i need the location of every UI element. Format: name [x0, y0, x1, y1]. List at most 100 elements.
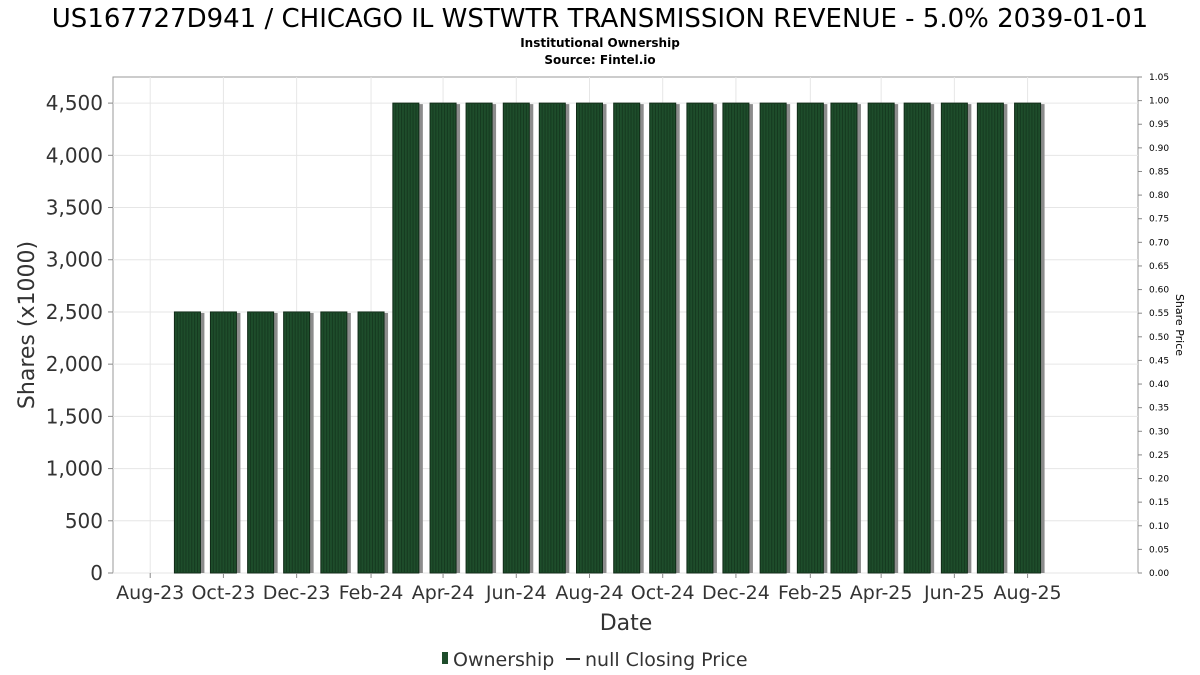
- y-axis-title: Shares (x1000): [15, 241, 40, 409]
- chart-subtitle: Institutional Ownership: [520, 36, 680, 50]
- ownership-bar: [575, 102, 607, 574]
- x-tick-label: Oct-23: [191, 582, 255, 604]
- ownership-bar: [867, 102, 899, 574]
- ownership-bar: [502, 102, 534, 574]
- y2-tick-label: 1.00: [1149, 97, 1169, 107]
- ownership-bar: [686, 102, 717, 574]
- ownership-bar: [465, 102, 497, 574]
- ownership-bar: [759, 102, 791, 574]
- y2-tick-label: 0.30: [1149, 427, 1169, 437]
- bar-body: [173, 311, 201, 574]
- legend-ownership-swatch: [442, 652, 448, 664]
- y2-tick-label: 0.50: [1149, 333, 1169, 343]
- x-tick-label: Aug-23: [116, 582, 184, 604]
- y-tick-label: 2,000: [46, 352, 103, 376]
- y-tick-label: 4,500: [46, 91, 103, 115]
- bar-body: [209, 311, 237, 574]
- y2-tick-label: 0.10: [1149, 522, 1169, 532]
- x-tick-label: Jun-25: [923, 582, 985, 604]
- ownership-bar: [830, 102, 861, 574]
- y-tick-label: 3,500: [46, 196, 103, 220]
- x-tick-label: Dec-23: [263, 582, 331, 604]
- ownership-bar: [392, 102, 423, 574]
- ownership-bar: [247, 311, 278, 574]
- bar-body: [722, 102, 750, 574]
- ownership-bar: [722, 102, 753, 574]
- chart-title: US167727D941 / CHICAGO IL WSTWTR TRANSMI…: [52, 4, 1148, 34]
- y2-tick-label: 0.35: [1149, 404, 1169, 414]
- y-tick-label: 1,000: [46, 457, 103, 481]
- legend: Ownership null Closing Price: [442, 649, 748, 671]
- ownership-bar: [976, 102, 1008, 574]
- y2-tick-label: 0.90: [1149, 144, 1169, 154]
- bar-series: [173, 102, 1045, 574]
- y-axis-ticks: 0 500 1,000 1,500 2,000 2,500 3,000 3,500 4,000 4…: [46, 91, 113, 585]
- ownership-bar: [209, 311, 241, 574]
- ownership-bar: [357, 311, 389, 574]
- y2-tick-label: 0.05: [1149, 545, 1169, 555]
- x-tick-label: Feb-25: [778, 582, 843, 604]
- bar-body: [357, 311, 385, 574]
- bar-body: [686, 102, 714, 574]
- y2-tick-label: 0.70: [1149, 238, 1169, 248]
- y2-axis-title: Share Price: [1173, 294, 1186, 356]
- y2-tick-label: 0.45: [1149, 356, 1169, 366]
- bar-body: [903, 102, 931, 574]
- y2-tick-label: 0.75: [1149, 215, 1169, 225]
- y2-tick-label: 0.65: [1149, 262, 1169, 272]
- x-tick-label: Aug-24: [555, 582, 623, 604]
- ownership-bar: [613, 102, 644, 574]
- bar-body: [465, 102, 493, 574]
- y-tick-label: 500: [65, 509, 103, 533]
- ownership-bar: [940, 102, 972, 574]
- bar-body: [320, 311, 348, 574]
- x-tick-label: Aug-25: [994, 582, 1062, 604]
- y2-tick-label: 0.20: [1149, 475, 1169, 485]
- bar-body: [575, 102, 603, 574]
- chart-source: Source: Fintel.io: [544, 53, 655, 67]
- y2-tick-label: 0.80: [1149, 191, 1169, 201]
- bar-body: [867, 102, 895, 574]
- legend-ownership-label: Ownership: [453, 649, 554, 671]
- legend-price-label: null Closing Price: [585, 649, 748, 671]
- x-tick-label: Apr-24: [412, 582, 475, 604]
- bar-body: [796, 102, 824, 574]
- y2-tick-label: 0.25: [1149, 451, 1169, 461]
- y2-axis-ticks: 0.00 0.05 0.10 0.15 0.20 0.25 0.30 0.35 0.40 0.45…: [1138, 73, 1169, 579]
- y2-tick-label: 1.05: [1149, 73, 1169, 83]
- y2-tick-label: 0.15: [1149, 498, 1169, 508]
- y-tick-label: 4,000: [46, 143, 103, 167]
- bar-body: [830, 102, 858, 574]
- bar-body: [649, 102, 677, 574]
- ownership-bar: [903, 102, 935, 574]
- bar-body: [247, 311, 275, 574]
- y-tick-label: 3,000: [46, 248, 103, 272]
- x-tick-label: Feb-24: [339, 582, 404, 604]
- bar-body: [283, 311, 311, 574]
- ownership-bar: [429, 102, 461, 574]
- ownership-bar: [538, 102, 570, 574]
- y2-tick-label: 0.40: [1149, 380, 1169, 390]
- bar-body: [502, 102, 530, 574]
- ownership-bar: [283, 311, 314, 574]
- x-axis-title: Date: [600, 611, 653, 636]
- ownership-bar: [649, 102, 680, 574]
- y2-tick-label: 0.00: [1149, 569, 1169, 579]
- ownership-bar: [1014, 102, 1045, 574]
- bar-body: [392, 102, 420, 574]
- x-tick-label: Dec-24: [702, 582, 770, 604]
- y2-tick-label: 0.95: [1149, 120, 1169, 130]
- x-tick-label: Apr-25: [850, 582, 913, 604]
- bar-body: [940, 102, 968, 574]
- bar-body: [429, 102, 457, 574]
- x-tick-label: Jun-24: [485, 582, 547, 604]
- y-tick-label: 0: [90, 561, 103, 585]
- bar-body: [613, 102, 641, 574]
- x-tick-label: Oct-24: [631, 582, 695, 604]
- bar-body: [759, 102, 787, 574]
- bar-body: [538, 102, 566, 574]
- y2-tick-label: 0.60: [1149, 286, 1169, 296]
- y2-tick-label: 0.55: [1149, 309, 1169, 319]
- bar-body: [1014, 102, 1042, 574]
